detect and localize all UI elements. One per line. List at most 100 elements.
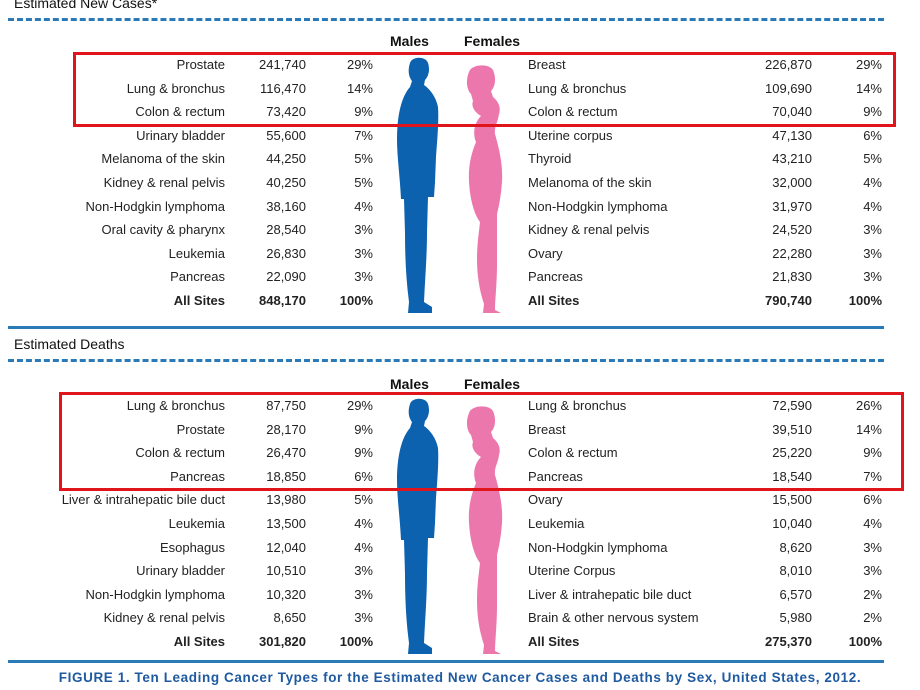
female-site: Lung & bronchus <box>528 398 627 413</box>
male-count: 44,250 <box>266 151 306 167</box>
table-row: Kidney & renal pelvis 8,650 3% Brain & o… <box>0 606 920 629</box>
male-site: Colon & rectum <box>135 104 225 120</box>
male-count: 241,740 <box>259 57 306 72</box>
new-cases-table: Prostate 241,740 29% Breast 226,870 29% … <box>0 53 920 308</box>
female-site: Breast <box>528 57 566 72</box>
deaths-title: Estimated Deaths <box>14 336 125 352</box>
female-count: 15,500 <box>772 492 812 508</box>
table-row: Pancreas 22,090 3% Pancreas 21,830 3% <box>0 265 920 288</box>
male-percent: 3% <box>354 610 373 626</box>
female-count: 226,870 <box>765 57 812 72</box>
female-count: 72,590 <box>772 398 812 413</box>
male-percent: 6% <box>354 468 373 484</box>
male-percent: 5% <box>354 492 373 508</box>
male-count: 301,820 <box>259 634 306 649</box>
table-row: Lung & bronchus 116,470 14% Lung & bronc… <box>0 77 920 100</box>
male-count: 28,170 <box>266 421 306 437</box>
male-silhouette-icon <box>397 57 439 313</box>
female-percent: 2% <box>863 586 882 602</box>
deaths-males-header: Males <box>390 376 429 392</box>
male-site: Colon & rectum <box>135 445 225 461</box>
female-site: Thyroid <box>528 151 572 167</box>
male-site: Non-Hodgkin lymphoma <box>85 586 225 602</box>
female-percent: 3% <box>863 563 882 579</box>
female-percent: 4% <box>863 516 882 531</box>
female-count: 43,210 <box>772 151 812 167</box>
deaths-table: Lung & bronchus 87,750 29% Lung & bronch… <box>0 394 920 656</box>
female-count: 32,000 <box>772 175 812 190</box>
female-percent: 3% <box>863 269 882 285</box>
female-site: Lung & bronchus <box>528 80 627 96</box>
female-site: Brain & other nervous system <box>528 610 699 626</box>
female-site: Uterine Corpus <box>528 563 616 579</box>
female-count: 21,830 <box>772 269 812 285</box>
female-count: 275,370 <box>765 634 812 649</box>
female-percent: 100% <box>848 634 882 649</box>
female-site: Pancreas <box>528 468 583 484</box>
female-count: 70,040 <box>772 104 812 120</box>
female-count: 109,690 <box>765 80 812 96</box>
male-site: All Sites <box>173 293 225 308</box>
female-site: Ovary <box>528 245 563 261</box>
female-site: Ovary <box>528 492 563 508</box>
female-site: All Sites <box>528 634 580 649</box>
table-row: Non-Hodgkin lymphoma 38,160 4% Non-Hodgk… <box>0 195 920 218</box>
male-count: 40,250 <box>266 175 306 190</box>
table-row: Lung & bronchus 87,750 29% Lung & bronch… <box>0 394 920 417</box>
male-site: Oral cavity & pharynx <box>101 222 225 238</box>
male-percent: 29% <box>346 57 373 72</box>
female-percent: 6% <box>863 492 882 508</box>
female-percent: 6% <box>863 127 882 143</box>
table-row: Non-Hodgkin lymphoma 10,320 3% Liver & i… <box>0 583 920 606</box>
table-row: Colon & rectum 26,470 9% Colon & rectum … <box>0 441 920 464</box>
female-count: 22,280 <box>772 245 812 261</box>
male-count: 8,650 <box>273 610 306 626</box>
male-site: All Sites <box>173 634 225 649</box>
female-percent: 3% <box>863 539 882 555</box>
female-count: 47,130 <box>772 127 812 143</box>
new-cases-females-header: Females <box>464 33 521 49</box>
female-site: All Sites <box>528 293 580 308</box>
male-site: Pancreas <box>170 269 225 285</box>
male-percent: 5% <box>354 151 373 167</box>
female-count: 24,520 <box>772 222 812 238</box>
female-percent: 9% <box>863 445 882 461</box>
male-percent: 9% <box>354 104 373 120</box>
female-percent: 5% <box>863 151 882 167</box>
female-count: 10,040 <box>772 516 812 531</box>
male-percent: 4% <box>354 539 373 555</box>
male-site: Kidney & renal pelvis <box>103 610 225 626</box>
male-percent: 100% <box>339 634 373 649</box>
new-cases-title: Estimated New Cases* <box>14 0 158 11</box>
female-silhouette-icon <box>466 406 503 654</box>
female-site: Uterine corpus <box>528 127 613 143</box>
table-row: Oral cavity & pharynx 28,540 3% Kidney &… <box>0 218 920 241</box>
table-row: Esophagus 12,040 4% Non-Hodgkin lymphoma… <box>0 536 920 559</box>
female-percent: 2% <box>863 610 882 626</box>
male-site: Urinary bladder <box>136 563 225 579</box>
male-count: 55,600 <box>266 127 306 143</box>
female-count: 31,970 <box>772 198 812 214</box>
male-site: Pancreas <box>170 468 225 484</box>
male-percent: 9% <box>354 421 373 437</box>
female-count: 5,980 <box>779 610 812 626</box>
male-percent: 4% <box>354 198 373 214</box>
male-count: 73,420 <box>266 104 306 120</box>
female-site: Colon & rectum <box>528 445 618 461</box>
male-count: 28,540 <box>266 222 306 238</box>
new-cases-dashed-rule <box>8 18 884 21</box>
male-count: 848,170 <box>259 293 306 308</box>
female-site: Kidney & renal pelvis <box>528 222 650 238</box>
male-count: 116,470 <box>259 80 306 96</box>
male-silhouette-icon <box>397 398 439 654</box>
deaths-females-header: Females <box>464 376 521 392</box>
female-percent: 4% <box>863 175 882 190</box>
male-site: Liver & intrahepatic bile duct <box>61 492 225 508</box>
female-count: 25,220 <box>772 445 812 461</box>
male-percent: 4% <box>354 516 373 531</box>
female-count: 790,740 <box>765 293 812 308</box>
male-count: 10,320 <box>266 586 306 602</box>
table-row: Colon & rectum 73,420 9% Colon & rectum … <box>0 100 920 123</box>
male-percent: 9% <box>354 445 373 461</box>
female-count: 8,010 <box>779 563 812 579</box>
